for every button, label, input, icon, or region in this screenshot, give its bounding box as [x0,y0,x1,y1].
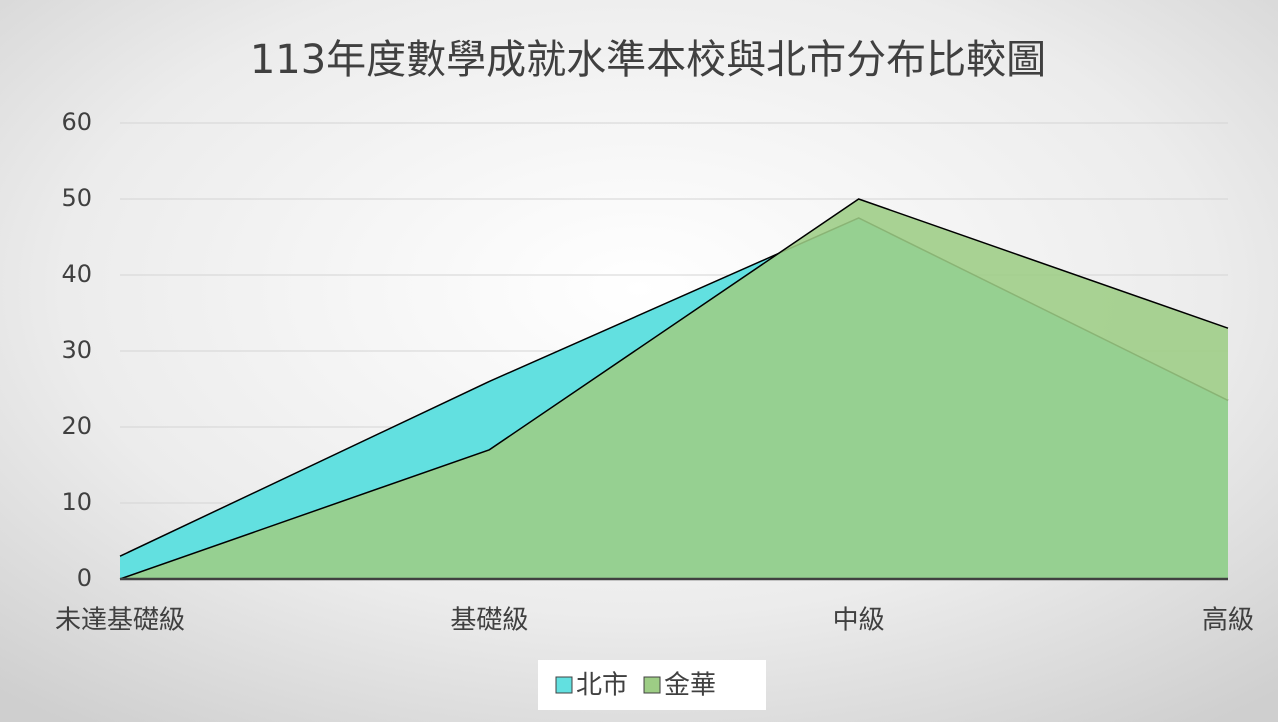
legend-swatch [643,676,661,694]
legend-label: 北市 [576,671,628,701]
y-tick-label: 50 [61,184,92,212]
y-tick-label: 40 [61,260,92,288]
x-tick-label: 基礎級 [450,606,528,636]
y-tick-label: 0 [77,564,92,592]
chart-title: 113年度數學成就水準本校與北市分布比較圖 [250,37,1046,83]
x-tick-label: 高級 [1202,606,1254,636]
legend-label: 金華 [664,671,716,701]
y-tick-label: 10 [61,488,92,516]
x-tick-label: 中級 [833,606,885,636]
y-tick-label: 60 [61,108,92,136]
y-tick-label: 20 [61,412,92,440]
legend-swatch [555,676,573,694]
area-outline [119,198,1229,580]
y-tick-label: 30 [61,336,92,364]
x-tick-label: 未達基礎級 [55,606,185,636]
area [120,199,1228,579]
